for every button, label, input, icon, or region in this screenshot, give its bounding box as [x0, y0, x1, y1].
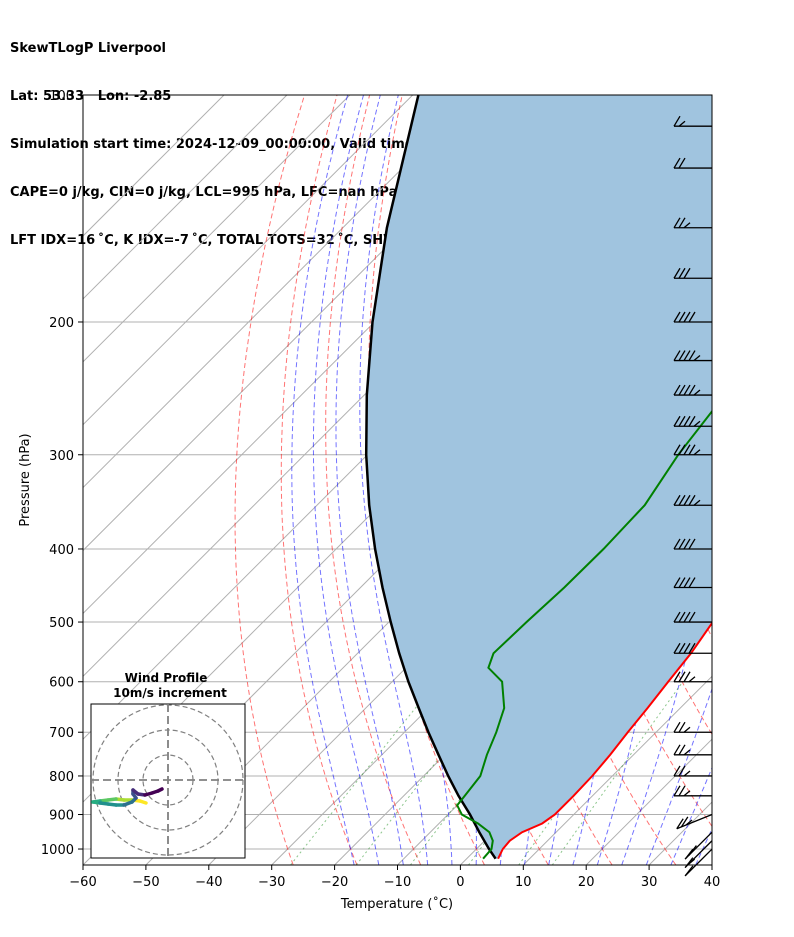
wind-barb	[676, 813, 713, 830]
wind-barb	[673, 384, 712, 396]
wind-barb	[673, 494, 712, 506]
profile-lines	[364, 95, 712, 860]
station-title: SkewTLogP Liverpool	[10, 41, 166, 56]
wind-barb	[684, 831, 713, 860]
y-tick-label: 100	[49, 89, 74, 104]
wind-barb	[673, 267, 712, 279]
mixing-ratio-line	[355, 681, 499, 865]
location-coords: Lat: 53.33 Lon: -2.85	[10, 89, 172, 104]
x-tick-label: −50	[132, 875, 159, 890]
wind-barb	[684, 848, 713, 877]
x-tick-label: 30	[641, 875, 658, 890]
wind-barb	[673, 217, 712, 229]
isotherm	[83, 95, 351, 363]
y-tick-label: 200	[49, 316, 74, 331]
isotherm	[83, 95, 414, 426]
x-tick-label: 40	[704, 875, 721, 890]
wind-barbs	[673, 115, 713, 877]
axes: −60 −50 −40 −30 −20 −10 0 10 20 30 40 100 200 300 400 5…	[41, 89, 720, 890]
dry-adiabat	[234, 95, 305, 865]
dry-adiabat	[280, 95, 358, 865]
wind-barb	[673, 785, 712, 797]
wind-barb	[673, 765, 712, 777]
isotherm	[83, 95, 476, 489]
wind-barb	[673, 415, 712, 427]
parcel-profile-line	[364, 95, 497, 860]
wind-barb	[673, 115, 712, 127]
moist-adiabat	[335, 95, 404, 865]
x-tick-label: −30	[258, 875, 285, 890]
y-tick-label: 500	[49, 616, 74, 631]
y-tick-label: 800	[49, 770, 74, 785]
moist-adiabat	[312, 95, 380, 865]
x-tick-label: −40	[195, 875, 222, 890]
moist-adiabat	[291, 95, 355, 865]
wind-barb	[673, 671, 712, 683]
wind-barb	[673, 444, 712, 456]
isotherm	[711, 864, 712, 865]
isotherm	[522, 675, 712, 865]
moist-adiabat	[645, 687, 712, 865]
x-tick-label: −60	[69, 875, 96, 890]
hodograph-segment	[156, 787, 164, 793]
moist-adiabat	[621, 95, 709, 865]
y-tick-label: 700	[49, 726, 74, 741]
wind-barb	[673, 721, 712, 733]
x-tick-label: 0	[456, 875, 464, 890]
moist-adiabat	[359, 95, 429, 865]
mixing-ratio-line	[290, 681, 437, 865]
x-tick-label: −10	[384, 875, 411, 890]
mixing-ratio-line	[551, 681, 684, 865]
dry-adiabat	[761, 95, 794, 865]
y-tick-label: 1000	[41, 843, 74, 858]
x-tick-label: −20	[321, 875, 348, 890]
y-tick-label: 300	[49, 449, 74, 464]
wind-barb	[684, 840, 713, 869]
wind-barb	[673, 577, 712, 589]
cin-shading	[366, 95, 712, 859]
wind-barb	[673, 642, 712, 654]
y-tick-label: 600	[49, 676, 74, 691]
x-axis-label: Temperature (˚C)	[340, 896, 453, 912]
isotherm	[83, 95, 225, 237]
x-tick-label: 10	[515, 875, 532, 890]
wind-barb	[673, 350, 712, 362]
y-tick-label: 900	[49, 809, 74, 824]
moist-adiabat	[670, 766, 712, 865]
isotherm	[83, 95, 288, 300]
wind-barb	[673, 538, 712, 550]
dewpoint-line	[456, 409, 712, 860]
y-tick-label: 400	[49, 543, 74, 558]
wind-barb	[673, 157, 712, 169]
temperature-line	[497, 621, 712, 860]
wind-barb	[673, 744, 712, 756]
shaded-region	[366, 95, 712, 859]
wind-barb	[673, 311, 712, 323]
wind-barb	[673, 611, 712, 623]
y-axis-label: Pressure (hPa)	[18, 433, 33, 526]
x-tick-label: 20	[578, 875, 595, 890]
inset-title: Wind Profile	[125, 671, 208, 685]
inset-subtitle: 10m/s increment	[113, 686, 227, 700]
dry-adiabat	[728, 95, 794, 865]
dry-adiabat	[325, 95, 422, 865]
